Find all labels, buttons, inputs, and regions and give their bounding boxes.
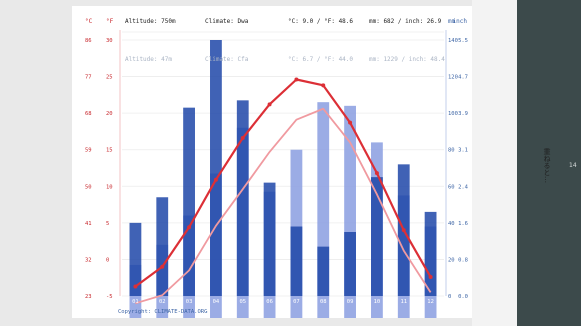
side-panel-label[interactable]: 重ねると… bbox=[543, 148, 551, 183]
temperature-line-secondary bbox=[135, 107, 432, 305]
precip-bar-primary bbox=[424, 211, 437, 296]
precip-bar-secondary bbox=[344, 105, 356, 318]
precip-bar-primary bbox=[129, 222, 142, 296]
temp-summary-primary: °C: 9.0 / °F: 48.6 bbox=[288, 18, 353, 25]
temperature-point bbox=[294, 77, 299, 82]
climate-primary: Climate: Dwa bbox=[205, 18, 249, 25]
grid bbox=[122, 39, 444, 297]
celsius-tick-label: 32 bbox=[85, 257, 92, 263]
unit-fahrenheit: °F bbox=[106, 18, 114, 25]
climate-secondary: Climate: Cfa bbox=[205, 56, 249, 63]
mm-tick-label: 20 bbox=[448, 257, 455, 263]
inch-tick-label: 2.4 bbox=[458, 184, 469, 190]
temperature-lines bbox=[133, 77, 433, 305]
copyright: Copyright: CLIMATE-DATA.ORG bbox=[118, 309, 207, 315]
precip-bar-primary bbox=[263, 182, 276, 296]
temperature-point bbox=[187, 225, 192, 230]
side-margin bbox=[472, 0, 517, 326]
month-label: 07 bbox=[293, 299, 300, 305]
month-label: 01 bbox=[132, 299, 139, 305]
precip-bar-primary bbox=[210, 40, 222, 296]
month-label: 06 bbox=[266, 299, 273, 305]
precip-summary-primary: mm: 682 / inch: 26.9 bbox=[369, 18, 442, 25]
month-label: 03 bbox=[186, 299, 193, 305]
precip-summary-secondary: mm: 1229 / inch: 48.4 bbox=[369, 56, 445, 63]
fahrenheit-tick-label: 5 bbox=[106, 221, 109, 227]
climate-chart: 86 30 140 5.5 77 25 120 4.7 68 20 100 3.9 59 15 80 3.1 5… bbox=[72, 6, 472, 318]
temperature-point bbox=[321, 83, 326, 88]
inch-tick-label: 0.0 bbox=[458, 294, 468, 300]
temperature-point bbox=[348, 120, 353, 125]
month-label: 11 bbox=[400, 299, 407, 305]
inch-tick-label: 4.7 bbox=[458, 75, 468, 81]
temperature-point bbox=[401, 228, 406, 233]
precip-bar-primary bbox=[371, 177, 383, 296]
celsius-tick-label: 59 bbox=[85, 148, 92, 154]
temperature-point bbox=[160, 264, 165, 269]
temperature-point bbox=[374, 171, 379, 176]
axes: 86 30 140 5.577 25 120 4.768 20 100 3.959 15 80 3.15… bbox=[85, 30, 469, 305]
temperature-point bbox=[133, 284, 138, 289]
mm-tick-label: 60 bbox=[448, 184, 455, 190]
celsius-tick-label: 41 bbox=[85, 221, 92, 227]
fahrenheit-tick-label: 15 bbox=[106, 148, 113, 154]
fahrenheit-tick-label: 30 bbox=[106, 38, 113, 44]
celsius-tick-label: 68 bbox=[85, 111, 92, 117]
celsius-tick-label: 23 bbox=[85, 294, 92, 300]
month-label: 02 bbox=[159, 299, 166, 305]
month-label: 10 bbox=[374, 299, 381, 305]
fahrenheit-tick-label: 0 bbox=[106, 257, 109, 263]
precip-bar-primary bbox=[183, 107, 195, 297]
precipitation-bars bbox=[129, 40, 437, 318]
mm-tick-label: 0 bbox=[448, 294, 451, 300]
side-panel-number: 14 bbox=[569, 162, 577, 169]
precip-bar-primary bbox=[156, 197, 169, 296]
mm-tick-label: 120 bbox=[448, 75, 458, 81]
fahrenheit-tick-label: 20 bbox=[106, 111, 113, 117]
celsius-tick-label: 50 bbox=[85, 184, 92, 190]
precip-bar-secondary bbox=[317, 102, 330, 318]
temp-summary-secondary: °C: 6.7 / °F: 44.0 bbox=[288, 56, 353, 63]
celsius-tick-label: 86 bbox=[85, 38, 92, 44]
month-label: 12 bbox=[427, 299, 434, 305]
chart-canvas: 86 30 140 5.577 25 120 4.768 20 100 3.959 15 80 3.15… bbox=[85, 18, 469, 318]
inch-tick-label: 0.8 bbox=[458, 257, 468, 263]
inch-tick-label: 1.6 bbox=[458, 221, 468, 227]
fahrenheit-tick-label: 10 bbox=[106, 184, 113, 190]
fahrenheit-tick-label: 25 bbox=[106, 75, 113, 81]
precip-bar-primary bbox=[290, 226, 303, 296]
inch-tick-label: 5.5 bbox=[458, 38, 468, 44]
temperature-point bbox=[240, 136, 245, 141]
precip-bar-primary bbox=[344, 232, 356, 296]
temperature-line-primary bbox=[134, 78, 432, 288]
celsius-tick-label: 77 bbox=[85, 75, 92, 81]
unit-inch: inch bbox=[453, 18, 468, 25]
precip-bar-primary bbox=[236, 100, 249, 296]
month-label: 09 bbox=[347, 299, 354, 305]
month-label: 05 bbox=[239, 299, 246, 305]
month-label: 08 bbox=[320, 299, 327, 305]
fahrenheit-tick-label: -5 bbox=[106, 294, 113, 300]
temperature-point bbox=[428, 274, 433, 279]
precip-bar-primary bbox=[317, 246, 330, 296]
unit-celsius: °C bbox=[85, 18, 93, 25]
unit-mm: mm bbox=[448, 18, 456, 25]
inch-tick-label: 3.1 bbox=[458, 148, 468, 154]
month-label: 04 bbox=[213, 299, 220, 305]
temperature-point bbox=[213, 177, 218, 182]
mm-tick-label: 140 bbox=[448, 38, 458, 44]
inch-tick-label: 3.9 bbox=[458, 111, 468, 117]
mm-tick-label: 80 bbox=[448, 148, 455, 154]
altitude-primary: Altitude: 750m bbox=[125, 18, 176, 25]
altitude-secondary: Altitude: 47m bbox=[125, 56, 172, 63]
mm-tick-label: 40 bbox=[448, 221, 455, 227]
temperature-point bbox=[267, 102, 272, 107]
side-panel bbox=[517, 0, 581, 326]
mm-tick-label: 100 bbox=[448, 111, 458, 117]
